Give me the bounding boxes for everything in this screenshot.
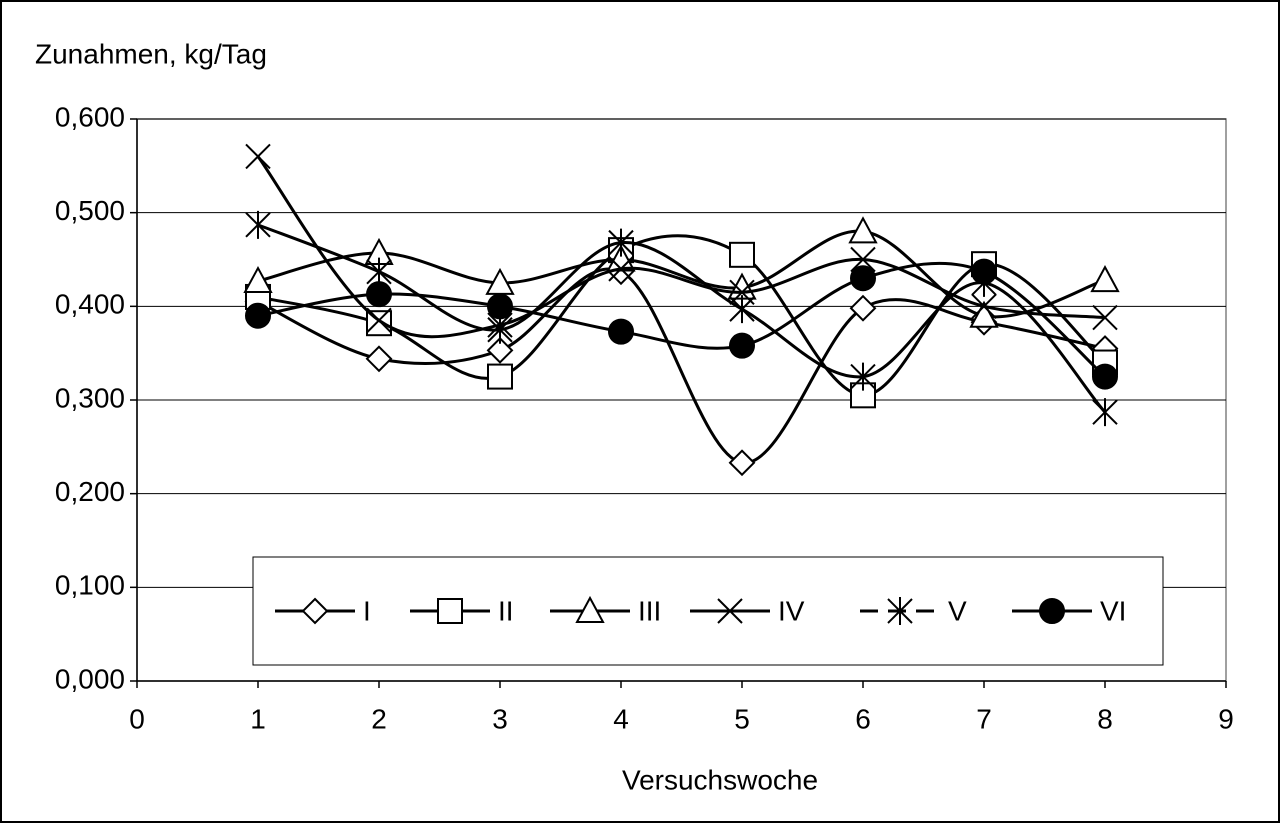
marker	[969, 300, 999, 328]
marker	[728, 449, 756, 477]
marker	[487, 293, 513, 320]
marker	[366, 281, 392, 308]
chart-title: Zunahmen, kg/Tag	[35, 38, 267, 69]
marker	[487, 315, 513, 344]
x-tick-label: 0	[129, 703, 145, 734]
legend-label: II	[498, 595, 514, 626]
marker	[1092, 363, 1118, 390]
marker	[365, 345, 393, 373]
y-tick-label: 0,100	[55, 570, 125, 601]
marker	[887, 597, 913, 625]
series-line	[257, 229, 1106, 319]
marker	[717, 598, 743, 624]
x-axis-label: Versuchswoche	[622, 764, 818, 795]
marker	[608, 256, 634, 282]
marker	[243, 265, 273, 294]
marker	[437, 598, 463, 624]
marker	[245, 302, 271, 329]
legend-label: III	[638, 595, 661, 626]
legend-label: VI	[1100, 595, 1126, 626]
marker	[729, 241, 755, 268]
marker	[729, 295, 755, 324]
legend-label: V	[948, 595, 967, 626]
x-tick-label: 5	[734, 703, 750, 734]
legend: I II III IV V VI	[252, 556, 1164, 666]
x-tick-label: 6	[855, 703, 871, 734]
marker	[850, 246, 876, 273]
x-tick-label: 1	[250, 703, 266, 734]
marker	[971, 258, 997, 285]
x-tick-label: 9	[1218, 703, 1234, 734]
y-tick-label: 0,600	[55, 101, 125, 132]
y-tick-label: 0,500	[55, 195, 125, 226]
legend-label: I	[363, 595, 371, 626]
y-tick-label: 0,200	[55, 476, 125, 507]
x-tick-label: 4	[613, 703, 629, 734]
marker	[850, 362, 876, 391]
x-tick-label: 3	[492, 703, 508, 734]
y-tick-label: 0,400	[55, 289, 125, 320]
marker	[971, 293, 997, 320]
legend-label: IV	[778, 595, 805, 626]
marker	[606, 244, 636, 272]
x-tick-label: 2	[371, 703, 387, 734]
series-line	[257, 267, 1106, 465]
marker	[301, 597, 329, 625]
marker	[366, 257, 392, 286]
x-tick-label: 8	[1097, 703, 1113, 734]
marker	[575, 595, 605, 623]
marker	[366, 307, 392, 334]
marker	[1090, 265, 1120, 293]
marker	[849, 294, 877, 322]
y-tick-label: 0,300	[55, 382, 125, 413]
marker	[487, 363, 513, 390]
marker	[486, 336, 514, 364]
marker	[1092, 398, 1118, 427]
marker	[850, 265, 876, 292]
x-tick-label: 7	[976, 703, 992, 734]
marker	[1092, 304, 1118, 331]
marker	[245, 210, 271, 239]
marker	[608, 318, 634, 345]
series-line	[257, 223, 1107, 414]
marker	[608, 228, 634, 257]
marker	[1039, 598, 1065, 624]
marker	[729, 332, 755, 359]
marker	[245, 143, 271, 170]
marker	[848, 216, 878, 244]
y-tick-label: 0,000	[55, 663, 125, 694]
